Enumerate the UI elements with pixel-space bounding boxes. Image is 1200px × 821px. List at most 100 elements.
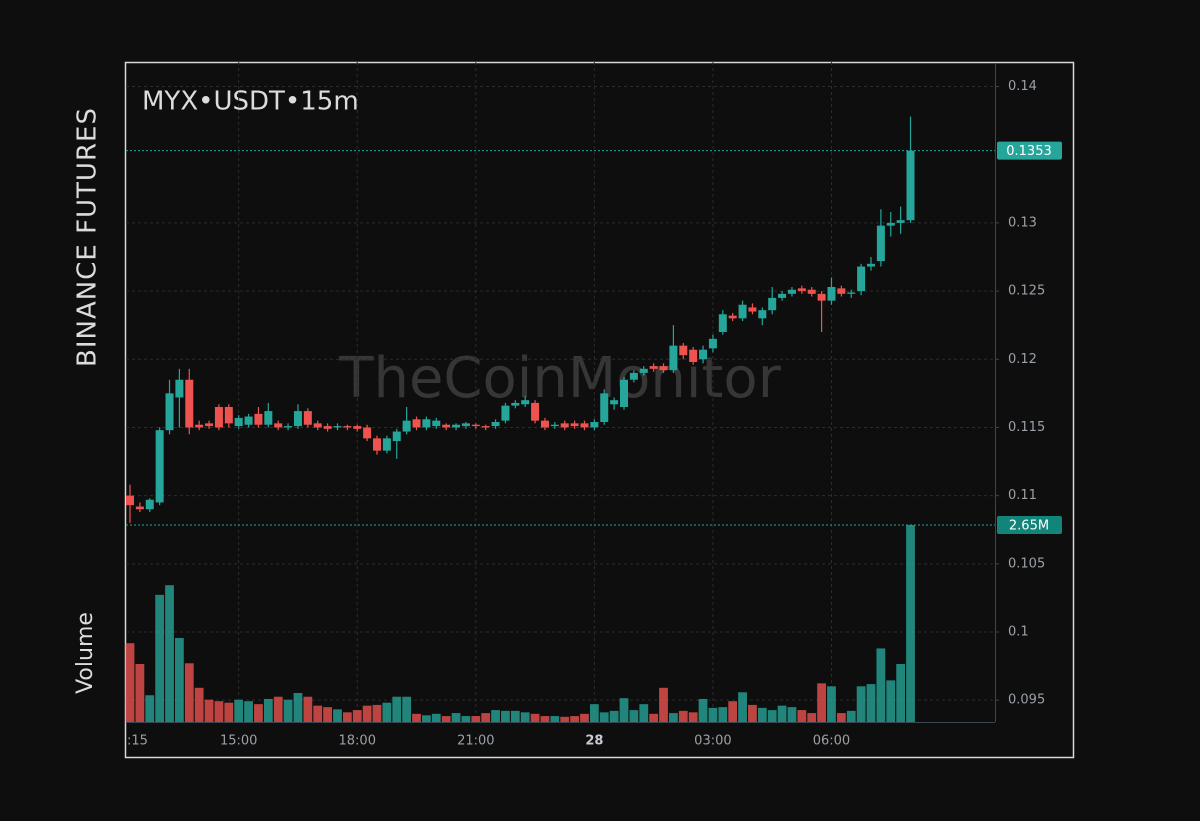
candle-body xyxy=(373,438,381,451)
candle-body xyxy=(797,288,806,292)
volume-bar xyxy=(748,704,757,722)
candle-body xyxy=(461,423,470,427)
volume-bar xyxy=(728,701,738,722)
volume-bar xyxy=(333,709,342,722)
volume-bar xyxy=(589,704,599,722)
candle-body xyxy=(570,423,579,427)
candle-body xyxy=(491,422,500,427)
volume-bar xyxy=(688,712,698,722)
candle-body xyxy=(708,338,717,349)
volume-bar xyxy=(184,663,194,722)
candle-body xyxy=(748,307,757,312)
volume-bar xyxy=(669,713,678,722)
candle-body xyxy=(234,417,243,427)
volume-bar xyxy=(698,698,708,722)
candle-body xyxy=(827,287,836,301)
volume-bar xyxy=(224,702,234,722)
volume-tag xyxy=(997,516,1062,534)
x-tick-label: 15:00 xyxy=(220,734,257,749)
volume-bar xyxy=(767,710,777,722)
chart-title: MYX•USDT•15m xyxy=(142,87,359,117)
candle-body xyxy=(787,289,796,294)
volume-bar xyxy=(155,594,165,722)
candle-body xyxy=(402,420,411,432)
volume-bar xyxy=(678,710,688,722)
volume-bar xyxy=(510,710,520,722)
candle-body xyxy=(867,263,875,267)
volume-bar xyxy=(491,710,500,722)
candle-body xyxy=(481,426,490,428)
candle-body xyxy=(412,419,421,428)
y-tick-label: 0.1 xyxy=(1008,625,1029,640)
candle-body xyxy=(560,423,569,428)
volume-bar xyxy=(817,683,826,722)
volume-bar xyxy=(629,710,639,722)
candle-body xyxy=(501,405,510,421)
candle-body xyxy=(254,413,263,425)
volume-bar xyxy=(422,715,431,722)
volume-bar xyxy=(402,696,412,722)
volume-bar xyxy=(827,686,836,722)
x-tick-label: 06:00 xyxy=(813,734,850,749)
volume-bar xyxy=(135,664,145,722)
volume-bar xyxy=(757,707,767,722)
volume-tag-label: 2.65M xyxy=(1009,519,1049,534)
volume-bar xyxy=(214,701,224,722)
volume-bar xyxy=(797,710,807,722)
candle-body xyxy=(669,345,678,371)
price-tag-label: 0.1353 xyxy=(1006,144,1052,159)
candle-body xyxy=(847,292,856,294)
volume-bar xyxy=(876,648,886,722)
volume-bar xyxy=(520,712,530,722)
candle-body xyxy=(244,416,253,425)
candle-body xyxy=(906,150,915,221)
candle-body xyxy=(639,368,648,373)
volume-bar xyxy=(244,701,253,722)
candle-body xyxy=(511,402,520,406)
candle-body xyxy=(540,420,549,428)
y-tick-label: 0.095 xyxy=(1008,693,1045,708)
candle-body xyxy=(629,372,638,380)
volume-label: Volume xyxy=(73,612,98,694)
volume-bar xyxy=(787,707,797,722)
price-tag xyxy=(997,141,1062,160)
volume-bar xyxy=(718,707,728,722)
volume-bar xyxy=(175,637,184,722)
candle-body xyxy=(353,426,362,429)
volume-bar xyxy=(372,704,382,722)
volume-bar xyxy=(846,710,856,722)
frame xyxy=(124,61,1075,759)
candle-body xyxy=(333,426,342,428)
volume-bar xyxy=(204,699,214,722)
candle-body xyxy=(768,297,777,311)
volume-bar xyxy=(639,704,649,722)
volume-bar xyxy=(649,713,659,722)
candle-body xyxy=(155,430,164,503)
volume-bar xyxy=(580,713,589,722)
exchange-label: BINANCE FUTURES xyxy=(73,107,103,367)
volume-bar xyxy=(441,716,451,722)
candle-body xyxy=(758,310,767,319)
candle-body xyxy=(738,304,747,319)
candle-body xyxy=(303,411,312,425)
candle-body xyxy=(699,349,708,360)
volume-bar xyxy=(352,710,362,722)
volume-bar xyxy=(342,712,352,722)
grid xyxy=(126,62,995,722)
volume-bar xyxy=(362,705,372,722)
volume-bar xyxy=(777,705,787,722)
volume-bar xyxy=(254,704,263,722)
candle-body xyxy=(284,426,293,428)
x-tick-label: 21:00 xyxy=(457,734,494,749)
candle-body xyxy=(817,293,826,301)
candle-body xyxy=(274,423,283,428)
volume-bar xyxy=(501,710,510,722)
volume-bar xyxy=(609,710,619,722)
candle-body xyxy=(363,427,372,439)
candle-body xyxy=(689,349,698,362)
volume-bar xyxy=(481,713,491,722)
volume-bar xyxy=(145,695,155,722)
candle-body xyxy=(876,225,885,262)
volume-bar xyxy=(570,716,579,722)
